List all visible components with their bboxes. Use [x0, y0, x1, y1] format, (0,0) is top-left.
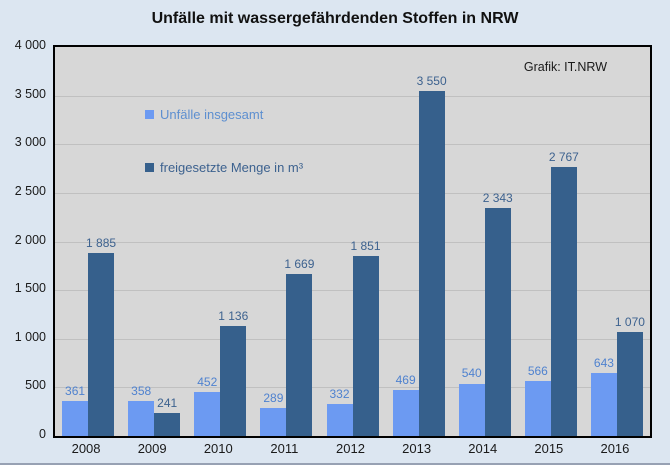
legend-label-unfaelle: Unfälle insgesamt — [160, 107, 264, 122]
bar-value-label: 3 550 — [416, 73, 447, 88]
bar-value-label: 452 — [197, 375, 218, 390]
chart-title: Unfälle mit wassergefährdenden Stoffen i… — [151, 10, 519, 27]
bar-value-label: 1 070 — [614, 314, 645, 329]
x-tick-2015: 2015 — [534, 441, 564, 456]
bar-value-label: 289 — [263, 390, 284, 405]
bar-unfaelle-2016 — [590, 373, 617, 436]
x-tick-2016: 2016 — [600, 441, 630, 456]
bar-menge-2013 — [418, 90, 445, 436]
legend-label-menge: freigesetzte Menge in m³ — [160, 160, 304, 175]
bar-value-label: 241 — [157, 395, 178, 410]
bar-menge-2012 — [352, 256, 379, 436]
bar-menge-2010 — [220, 325, 247, 436]
bar-value-label: 1 136 — [218, 308, 249, 323]
bar-value-label: 540 — [461, 366, 482, 381]
x-tick-2010: 2010 — [203, 441, 233, 456]
bar-unfaelle-2009 — [128, 401, 155, 436]
bar-menge-2008 — [88, 252, 115, 436]
bar-value-label: 361 — [65, 383, 86, 398]
x-tick-2008: 2008 — [71, 441, 101, 456]
bar-unfaelle-2008 — [62, 400, 89, 436]
y-tick-3500: 3 500 — [14, 86, 46, 101]
bar-value-label: 469 — [395, 373, 416, 388]
y-tick-1000: 1 000 — [14, 329, 46, 344]
source-credit: Grafik: IT.NRW — [523, 60, 607, 74]
bar-menge-2009 — [154, 412, 181, 436]
bar-menge-2014 — [484, 208, 511, 436]
legend-swatch-menge — [145, 163, 154, 172]
x-tick-2013: 2013 — [402, 441, 432, 456]
y-tick-1500: 1 500 — [14, 281, 46, 296]
plot-area: 361 1 885 358 241 452 1 136 289 1 669 332 1 851 46… — [53, 45, 652, 438]
bar-value-label: 2 343 — [482, 191, 513, 206]
bar-value-label: 332 — [329, 386, 350, 401]
bar-value-label: 566 — [527, 363, 548, 378]
bar-unfaelle-2015 — [524, 380, 551, 436]
bar-value-label: 1 851 — [350, 238, 381, 253]
x-tick-2011: 2011 — [270, 441, 299, 456]
bar-value-label: 1 669 — [284, 256, 315, 271]
bar-value-label: 2 767 — [548, 149, 579, 164]
y-tick-4000: 4 000 — [14, 38, 46, 52]
gridline-3500 — [55, 95, 650, 97]
bar-unfaelle-2014 — [458, 383, 485, 436]
bar-value-label: 643 — [593, 356, 614, 371]
bar-value-label: 358 — [131, 384, 152, 399]
bar-menge-2016 — [616, 331, 643, 436]
bar-unfaelle-2010 — [194, 392, 221, 436]
legend-item-unfaelle: Unfälle insgesamt — [145, 107, 263, 122]
gridline-2000 — [55, 241, 650, 243]
gridline-3000 — [55, 144, 650, 146]
y-tick-500: 500 — [25, 378, 46, 393]
gridline-2500 — [55, 192, 650, 194]
x-tick-2012: 2012 — [336, 441, 365, 456]
bar-unfaelle-2011 — [260, 407, 287, 436]
bar-menge-2015 — [550, 166, 577, 436]
bar-unfaelle-2012 — [326, 403, 353, 436]
x-tick-2009: 2009 — [137, 441, 167, 456]
x-tick-2014: 2014 — [468, 441, 498, 456]
y-tick-0: 0 — [39, 427, 46, 441]
legend-swatch-unfaelle — [145, 110, 154, 119]
y-tick-3000: 3 000 — [14, 135, 46, 150]
bar-value-label: 1 885 — [86, 235, 117, 250]
bar-unfaelle-2013 — [392, 390, 419, 436]
legend-item-menge: freigesetzte Menge in m³ — [145, 160, 303, 175]
y-tick-2000: 2 000 — [14, 232, 46, 247]
y-tick-2500: 2 500 — [14, 183, 46, 198]
bar-menge-2011 — [286, 273, 313, 436]
